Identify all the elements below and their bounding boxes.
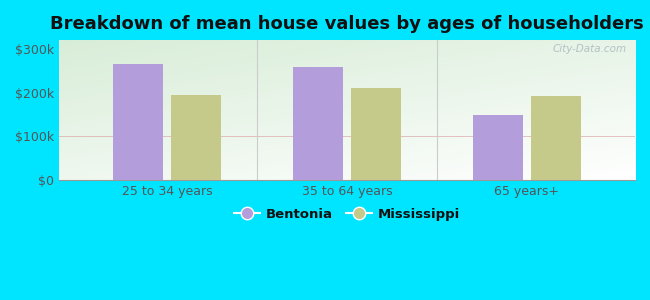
Bar (473, 115, 523, 180)
Legend: Bentonia, Mississippi: Bentonia, Mississippi (229, 203, 465, 226)
Bar (170, 95, 221, 180)
Title: Breakdown of mean house values by ages of householders: Breakdown of mean house values by ages o… (50, 15, 644, 33)
Text: City-Data.com: City-Data.com (552, 44, 627, 54)
Bar (293, 67, 343, 180)
Bar (530, 96, 581, 180)
Bar (113, 64, 163, 180)
Bar (350, 88, 401, 180)
